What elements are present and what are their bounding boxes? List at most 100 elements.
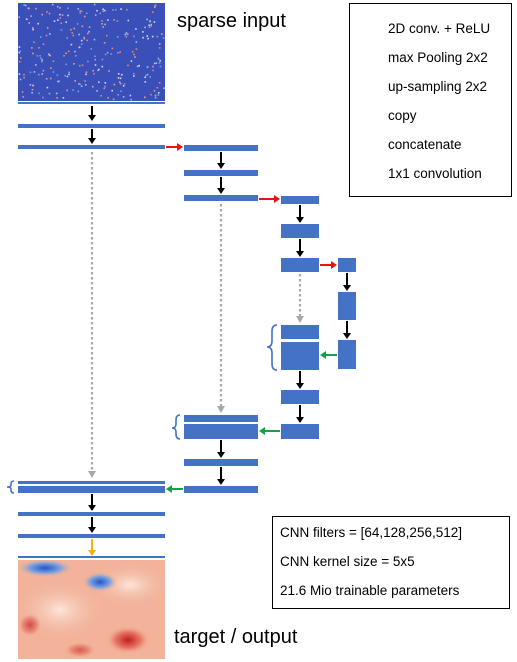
input-speckle — [20, 57, 22, 59]
input-speckle — [106, 51, 109, 54]
conv-arrow — [296, 371, 304, 389]
input-speckle — [39, 55, 41, 57]
input-speckle — [84, 80, 86, 82]
conv-arrow-head — [296, 251, 304, 257]
conv-arrow — [296, 405, 304, 423]
input-speckle — [31, 92, 33, 94]
input-speckle — [102, 10, 105, 13]
input-speckle — [104, 23, 106, 26]
conv-arrow — [343, 273, 351, 291]
input-speckle — [113, 19, 115, 21]
input-speckle — [66, 37, 69, 39]
legend-label-up: up-sampling 2x2 — [388, 79, 488, 94]
input-speckle — [116, 20, 119, 22]
input-speckle — [81, 64, 84, 67]
input-speckle — [129, 94, 132, 97]
feature-map-block — [281, 196, 319, 204]
conv-arrow-head — [88, 527, 96, 533]
input-speckle — [79, 83, 81, 85]
arrows — [88, 106, 351, 556]
input-speckle — [162, 37, 165, 39]
conv-arrow — [217, 177, 225, 194]
conv-arrow — [88, 129, 96, 144]
input-speckle — [84, 15, 86, 18]
feature-map-block — [184, 486, 258, 493]
input-speckle — [48, 53, 50, 55]
copy-arrow-head — [88, 471, 96, 478]
input-speckle — [52, 71, 55, 73]
conv-arrow — [88, 517, 96, 533]
input-speckle — [74, 80, 76, 82]
input-speckle — [131, 50, 134, 53]
input-speckle — [107, 97, 109, 99]
feature-map-block — [184, 415, 258, 422]
input-speckle — [90, 48, 92, 50]
input-speckle — [159, 65, 162, 68]
input-speckle — [76, 23, 79, 25]
input-speckle — [41, 59, 43, 61]
input-speckle — [51, 3, 54, 6]
input-speckle — [63, 55, 65, 57]
input-speckle — [22, 96, 25, 98]
input-speckle — [158, 82, 161, 84]
input-speckle — [122, 96, 125, 98]
input-speckle — [62, 97, 65, 99]
input-speckle — [108, 70, 110, 72]
input-speckle — [46, 11, 48, 13]
input-speckle — [86, 39, 88, 42]
input-speckle — [124, 33, 127, 36]
input-speckle — [78, 33, 80, 36]
input-speckle — [144, 76, 146, 79]
output-warm-patch — [106, 626, 150, 654]
input-speckle — [126, 9, 128, 11]
input-speckle — [96, 90, 98, 92]
input-speckle — [146, 35, 148, 37]
input-speckle — [119, 82, 122, 85]
copy-arrow — [88, 152, 96, 478]
copy-arrow — [217, 204, 225, 413]
input-speckle — [149, 20, 151, 23]
legend-label-copy: copy — [388, 108, 417, 123]
feature-map-block — [18, 534, 165, 538]
input-speckle — [153, 21, 156, 23]
input-speckle — [41, 13, 43, 16]
input-speckle — [18, 73, 21, 75]
conv-arrow-head — [217, 452, 225, 458]
input-speckle — [144, 26, 146, 29]
input-speckle — [58, 80, 61, 83]
input-speckle — [93, 72, 95, 75]
input-speckle — [41, 60, 43, 63]
input-speckle — [57, 19, 59, 21]
input-speckle — [23, 76, 25, 79]
input-speckle — [135, 48, 138, 50]
conv-arrow-head — [217, 188, 225, 194]
input-speckle — [68, 73, 70, 76]
input-speckle — [59, 13, 61, 16]
conv-arrow — [217, 152, 225, 169]
input-speckle — [121, 73, 123, 76]
upsample-arrow-head — [259, 427, 265, 435]
input-speckle — [35, 64, 37, 66]
input-label: sparse input — [177, 10, 286, 32]
input-speckle — [46, 86, 49, 89]
input-speckle — [67, 14, 69, 17]
input-speckle — [78, 64, 81, 67]
input-speckle — [48, 12, 51, 15]
input-speckle — [148, 26, 151, 28]
input-speckle — [30, 15, 32, 17]
input-speckle — [116, 36, 119, 38]
conv-arrow-head — [296, 417, 304, 423]
input-speckle — [88, 30, 90, 33]
input-speckle — [103, 9, 106, 12]
input-speckle — [142, 31, 144, 33]
input-speckle — [138, 64, 140, 67]
input-speckle — [73, 27, 76, 30]
input-speckle — [133, 35, 135, 38]
input-speckle — [88, 26, 91, 28]
legend-label-pool: max Pooling 2x2 — [388, 50, 488, 65]
input-speckle — [33, 71, 36, 73]
input-speckle — [123, 83, 126, 85]
info-kernel: CNN kernel size = 5x5 — [280, 554, 415, 569]
input-speckle — [93, 38, 96, 41]
